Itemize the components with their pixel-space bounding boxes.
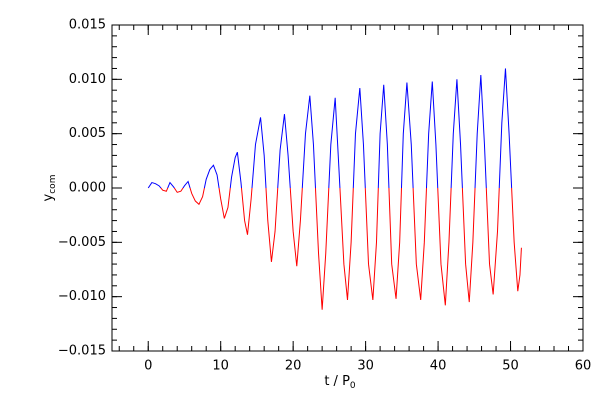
y-axis-label: ycom (41, 175, 58, 202)
y-tick-label: 0.010 (69, 72, 106, 87)
x-tick-label: 60 (575, 359, 592, 374)
x-tick-label: 20 (285, 359, 302, 374)
x-tick-label: 10 (212, 359, 229, 374)
data-line (147, 68, 513, 188)
y-tick-label: −0.010 (58, 289, 106, 304)
y-tick-label: −0.005 (58, 235, 106, 250)
y-tick-label: −0.015 (58, 344, 106, 359)
x-tick-label: 50 (502, 359, 519, 374)
y-tick-label: 0.005 (69, 126, 106, 141)
x-tick-label: 40 (430, 359, 447, 374)
x-tick-label: 30 (357, 359, 374, 374)
y-tick-label: 0.015 (69, 18, 106, 33)
x-axis-label: t / P0 (324, 374, 356, 391)
x-tick-label: 0 (144, 359, 152, 374)
y-tick-label: 0.000 (69, 181, 106, 196)
